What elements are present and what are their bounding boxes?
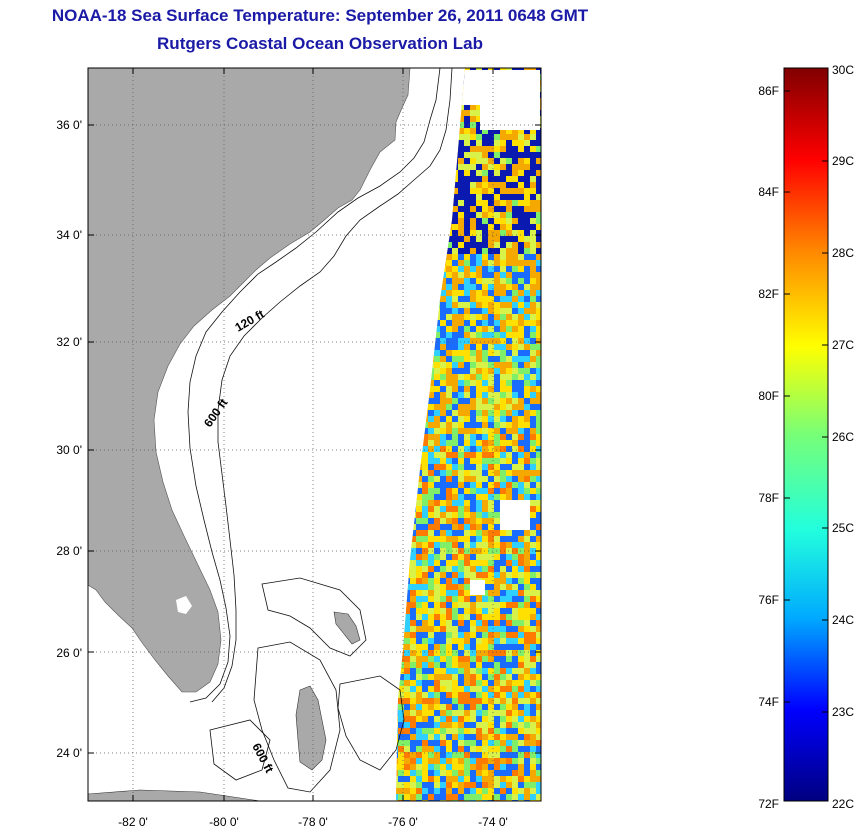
lon-label-78: -78 0' bbox=[298, 815, 328, 829]
colorbar-c-29: 29C bbox=[832, 154, 854, 168]
colorbar-ticks bbox=[784, 90, 828, 713]
colorbar-f-82: 82F bbox=[758, 287, 779, 301]
map-frame bbox=[87, 67, 542, 802]
lon-label-74: -74 0' bbox=[478, 815, 508, 829]
cuba-land bbox=[88, 789, 261, 801]
colorbar-c-28: 28C bbox=[832, 246, 854, 260]
map-subtitle: Rutgers Coastal Ocean Observation Lab bbox=[157, 34, 483, 53]
colorbar-f-86: 86F bbox=[758, 84, 779, 98]
lat-label-36: 36 0' bbox=[56, 118, 82, 132]
colorbar-c-27: 27C bbox=[832, 338, 854, 352]
lat-label-28: 28 0' bbox=[56, 544, 82, 558]
colorbar-c-22: 22C bbox=[832, 797, 854, 811]
bahamas-andros-land bbox=[295, 685, 327, 771]
lat-label-30: 30 0' bbox=[56, 443, 82, 457]
lon-label-76: -76 0' bbox=[388, 815, 418, 829]
colorbar-f-78: 78F bbox=[758, 491, 779, 505]
lat-label-32: 32 0' bbox=[56, 335, 82, 349]
colorbar-c-26: 26C bbox=[832, 430, 854, 444]
colorbar-c-24: 24C bbox=[832, 613, 854, 627]
colorbar-f-76: 76F bbox=[758, 593, 779, 607]
axis-ticks bbox=[88, 68, 541, 801]
bathymetry-contours bbox=[187, 68, 453, 793]
lon-label-82: -82 0' bbox=[118, 815, 148, 829]
lat-label-24: 24 0' bbox=[56, 746, 82, 760]
temperature-colorbar bbox=[783, 67, 829, 802]
lat-label-34: 34 0' bbox=[56, 228, 82, 242]
colorbar-f-84: 84F bbox=[758, 185, 779, 199]
lake-okeechobee bbox=[176, 596, 192, 614]
colorbar-c-23: 23C bbox=[832, 705, 854, 719]
colorbar-f-74: 74F bbox=[758, 695, 779, 709]
bahamas-abaco-land bbox=[333, 611, 361, 645]
lon-label-80: -80 0' bbox=[209, 815, 239, 829]
colorbar-c-30: 30C bbox=[832, 63, 854, 77]
colorbar-c-25: 25C bbox=[832, 521, 854, 535]
lat-label-26: 26 0' bbox=[56, 646, 82, 660]
us-coast-land bbox=[88, 68, 411, 693]
colorbar-f-80: 80F bbox=[758, 389, 779, 403]
map-title: NOAA-18 Sea Surface Temperature: Septemb… bbox=[51, 6, 589, 25]
colorbar-f-72: 72F bbox=[758, 797, 779, 811]
